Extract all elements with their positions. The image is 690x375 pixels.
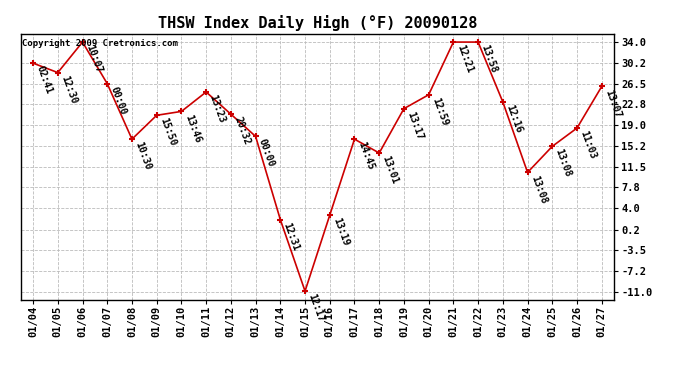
Text: 00:00: 00:00: [108, 85, 128, 116]
Text: 13:46: 13:46: [183, 113, 202, 144]
Text: 12:21: 12:21: [455, 44, 474, 75]
Text: 13:17: 13:17: [405, 110, 425, 141]
Text: 12:30: 12:30: [59, 74, 79, 105]
Title: THSW Index Daily High (°F) 20090128: THSW Index Daily High (°F) 20090128: [158, 15, 477, 31]
Text: 13:58: 13:58: [480, 44, 499, 75]
Text: Copyright 2009 Cretronics.com: Copyright 2009 Cretronics.com: [22, 39, 178, 48]
Text: 12:59: 12:59: [430, 96, 449, 127]
Text: 13:19: 13:19: [331, 216, 351, 248]
Text: 10:07: 10:07: [84, 44, 103, 75]
Text: 00:00: 00:00: [257, 138, 277, 169]
Text: 12:16: 12:16: [504, 104, 524, 134]
Text: 13:08: 13:08: [529, 174, 549, 205]
Text: 10:30: 10:30: [133, 141, 152, 171]
Text: 12:17: 12:17: [306, 292, 326, 324]
Text: 13:08: 13:08: [553, 148, 573, 179]
Text: 20:32: 20:32: [233, 116, 252, 147]
Text: 14:45: 14:45: [356, 141, 375, 171]
Text: 13:07: 13:07: [603, 88, 622, 119]
Text: 15:50: 15:50: [158, 117, 177, 148]
Text: 12:31: 12:31: [282, 221, 301, 252]
Text: 02:41: 02:41: [34, 64, 54, 96]
Text: 13:01: 13:01: [381, 154, 400, 185]
Text: 11:03: 11:03: [578, 129, 598, 160]
Text: 13:23: 13:23: [208, 93, 227, 124]
